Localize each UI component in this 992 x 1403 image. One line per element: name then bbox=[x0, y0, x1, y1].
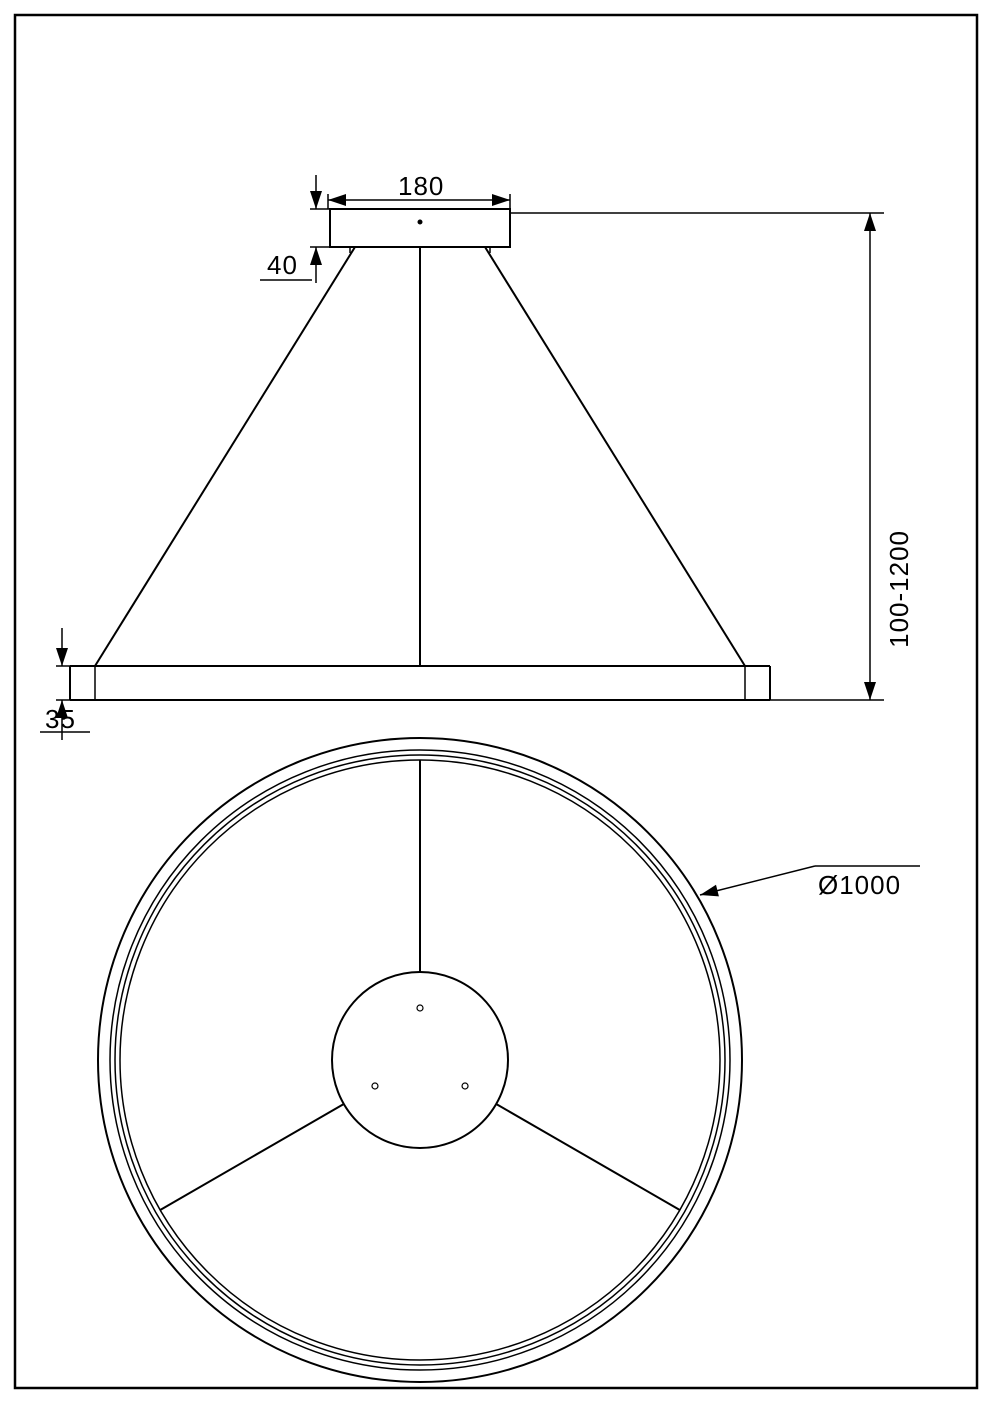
arrowhead bbox=[700, 885, 719, 897]
dim-diameter: Ø1000 bbox=[818, 870, 901, 901]
canopy-body bbox=[330, 209, 510, 247]
dim-ring-thickness: 35 bbox=[45, 704, 76, 735]
canopy-plan bbox=[332, 972, 508, 1148]
arrowhead bbox=[310, 247, 322, 265]
mounting-hole bbox=[417, 1005, 423, 1011]
mounting-hole bbox=[462, 1083, 468, 1089]
suspension-spoke bbox=[496, 1104, 680, 1210]
mounting-hole bbox=[372, 1083, 378, 1089]
arrowhead bbox=[310, 191, 322, 209]
suspension-wire-right bbox=[485, 247, 745, 666]
arrowhead bbox=[864, 682, 876, 700]
arrowhead bbox=[864, 213, 876, 231]
dim-canopy-height: 40 bbox=[267, 250, 298, 281]
drawing-frame bbox=[15, 15, 977, 1388]
dim-drop-range: 100-1200 bbox=[884, 530, 915, 648]
arrowhead bbox=[56, 648, 68, 666]
dim-canopy-width: 180 bbox=[398, 171, 444, 202]
suspension-wire-left bbox=[95, 247, 355, 666]
arrowhead bbox=[328, 194, 346, 206]
arrowhead bbox=[492, 194, 510, 206]
suspension-spoke bbox=[160, 1104, 344, 1210]
canopy-screw bbox=[418, 220, 422, 224]
